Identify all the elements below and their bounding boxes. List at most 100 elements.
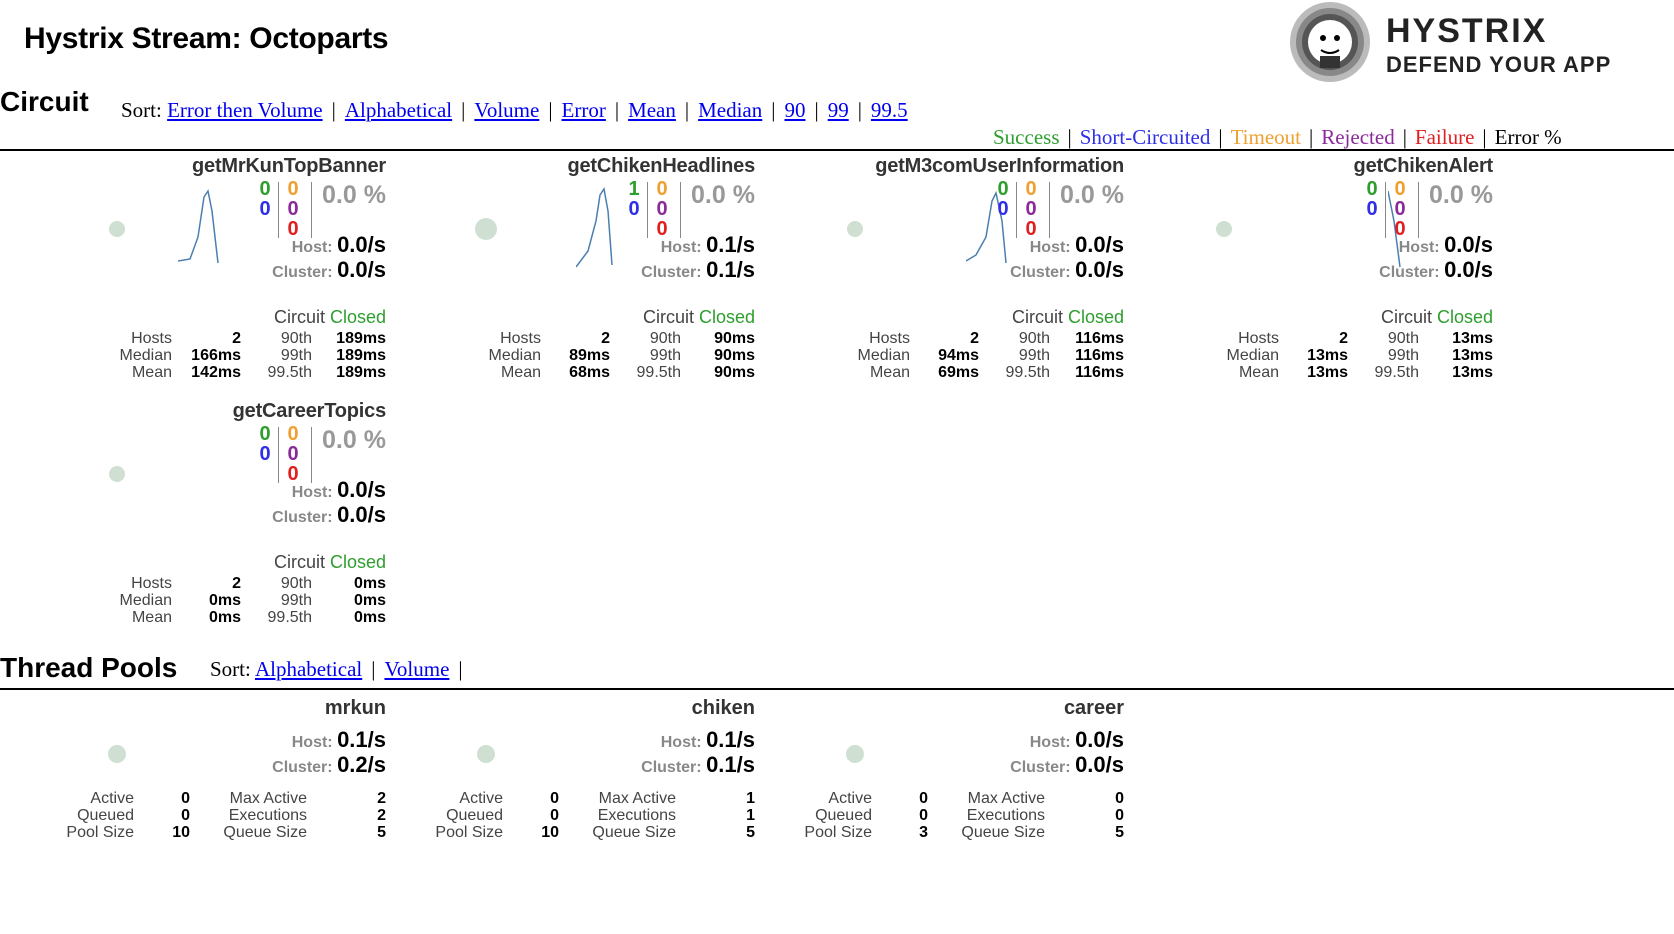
circuit-status: Circuit Closed xyxy=(1381,307,1493,328)
percentile-value: 13ms xyxy=(1452,364,1493,381)
circuit-sort-error[interactable]: Error xyxy=(561,98,606,122)
percentile-label: 99th xyxy=(1387,347,1419,364)
circuit-sort-volume[interactable]: Volume xyxy=(474,98,540,122)
host-rate: Host: 0.1/s xyxy=(292,727,386,753)
stat-value: 13ms xyxy=(1307,347,1348,364)
circuit-status-value: Closed xyxy=(1067,307,1124,327)
circuit-sort-alphabetical[interactable]: Alphabetical xyxy=(344,98,453,122)
counts-divider xyxy=(1049,182,1050,238)
stat-label: Median xyxy=(857,347,910,364)
thread-pool-name: mrkun xyxy=(324,697,386,719)
cluster-rate: Cluster: 0.0/s xyxy=(272,257,386,283)
stat-value: 13ms xyxy=(1307,364,1348,381)
sort-separator: | xyxy=(371,657,376,681)
sort-separator: | xyxy=(461,98,466,122)
legend-short-circuited: Short-Circuited xyxy=(1079,125,1211,149)
rejected-count: 0 xyxy=(656,198,668,220)
stat-value: 2 xyxy=(377,790,386,807)
circuit-card: getChikenHeadlines 1 0 0 0 0 0.0 % Host: 0.1/s C… xyxy=(369,155,763,395)
stat-label: Max Active xyxy=(598,790,676,807)
circuit-status-value: Closed xyxy=(1436,307,1493,327)
pool-sort-volume[interactable]: Volume xyxy=(384,657,450,681)
host-rate-label: Host: xyxy=(291,734,338,751)
sort-separator: | xyxy=(331,98,336,122)
legend-separator: | xyxy=(1218,125,1223,149)
percentile-value: 0ms xyxy=(353,592,386,609)
host-rate-value: 0.0/s xyxy=(1075,727,1124,752)
stat-value: 0 xyxy=(181,807,190,824)
circuit-name: getCareerTopics xyxy=(232,400,387,422)
stat-value: 2 xyxy=(1339,330,1348,347)
percentile-value: 189ms xyxy=(336,364,386,381)
circuit-sort-99-5[interactable]: 99.5 xyxy=(870,98,908,122)
stat-value: 1 xyxy=(746,790,755,807)
request-counts: 0 0 0 0 0 0.0 % xyxy=(256,179,386,239)
counts-divider xyxy=(311,182,312,238)
circuit-sort-error-then-volume[interactable]: Error then Volume xyxy=(167,98,323,122)
stat-value: 0ms xyxy=(208,609,241,626)
cluster-rate: Cluster: 0.0/s xyxy=(272,502,386,528)
thread-pool-card: mrkun Host: 0.1/s Cluster: 0.2/s Active 0 Max… xyxy=(0,697,394,847)
request-rate-sparkline xyxy=(178,189,219,264)
host-rate: Host: 0.1/s xyxy=(661,232,755,258)
cluster-rate: Cluster: 0.0/s xyxy=(1379,257,1493,283)
failure-count: 0 xyxy=(1394,218,1406,240)
percentile-label: 99.5th xyxy=(636,364,681,381)
percentile-value: 13ms xyxy=(1452,347,1493,364)
circuit-status: Circuit Closed xyxy=(1012,307,1124,328)
sort-separator: | xyxy=(814,98,819,122)
circuit-sort-99[interactable]: 99 xyxy=(827,98,849,122)
circuit-divider xyxy=(0,149,1674,151)
circuit-name: getChikenAlert xyxy=(1353,155,1494,177)
stat-label: Median xyxy=(1226,347,1279,364)
percentile-value: 116ms xyxy=(1075,330,1124,347)
stat-value: 2 xyxy=(232,330,241,347)
counts-divider xyxy=(278,182,279,238)
stat-label: Hosts xyxy=(131,330,172,347)
success-count: 0 xyxy=(259,423,271,445)
stat-label: Executions xyxy=(597,807,676,824)
stat-value: 89ms xyxy=(569,347,610,364)
request-rate-sparkline xyxy=(1388,190,1401,268)
circuit-status: Circuit Closed xyxy=(274,307,386,328)
host-rate-label: Host: xyxy=(660,734,707,751)
circuit-sort-mean[interactable]: Mean xyxy=(628,98,676,122)
stat-value: 5 xyxy=(1115,824,1124,841)
stat-label: Active xyxy=(459,790,503,807)
stat-value: 0 xyxy=(550,807,559,824)
error-percentage: 0.0 % xyxy=(322,181,386,209)
stat-value: 68ms xyxy=(569,364,610,381)
thread-pool-name: career xyxy=(1063,697,1124,719)
request-counts: 0 0 0 0 0 0.0 % xyxy=(256,424,386,484)
stat-label: Active xyxy=(90,790,134,807)
counts-divider xyxy=(647,182,648,238)
stat-label: Queued xyxy=(446,807,503,824)
rejected-count: 0 xyxy=(287,443,299,465)
percentile-label: 99.5th xyxy=(1005,364,1050,381)
host-rate-label: Host: xyxy=(1029,239,1076,256)
stat-value: 0 xyxy=(181,790,190,807)
cluster-rate-label: Cluster: xyxy=(1010,759,1076,776)
cluster-rate-value: 0.0/s xyxy=(337,257,386,282)
circuit-sort-90[interactable]: 90 xyxy=(784,98,806,122)
circuit-status-label: Circuit xyxy=(273,307,330,327)
circuit-sort-median[interactable]: Median xyxy=(698,98,763,122)
stat-value: 0 xyxy=(1115,807,1124,824)
percentile-label: 90th xyxy=(1387,330,1419,347)
failure-count: 0 xyxy=(287,218,299,240)
stat-label: Pool Size xyxy=(435,824,503,841)
stat-value: 0 xyxy=(919,790,928,807)
stat-label: Pool Size xyxy=(804,824,872,841)
cluster-rate-label: Cluster: xyxy=(641,264,707,281)
cluster-rate-label: Cluster: xyxy=(1379,264,1445,281)
pool-sort-alphabetical[interactable]: Alphabetical xyxy=(254,657,363,681)
sort-separator: | xyxy=(771,98,776,122)
cluster-rate-value: 0.0/s xyxy=(1075,257,1124,282)
sort-label: Sort: xyxy=(210,657,251,681)
percentile-label: 99th xyxy=(280,592,312,609)
percentile-value: 0ms xyxy=(353,575,386,592)
circuit-status-label: Circuit xyxy=(273,552,330,572)
svg-text:DEFEND YOUR APP: DEFEND YOUR APP xyxy=(1386,52,1611,77)
legend-timeout: Timeout xyxy=(1230,125,1302,149)
thread-pool-health-indicator xyxy=(477,745,495,763)
